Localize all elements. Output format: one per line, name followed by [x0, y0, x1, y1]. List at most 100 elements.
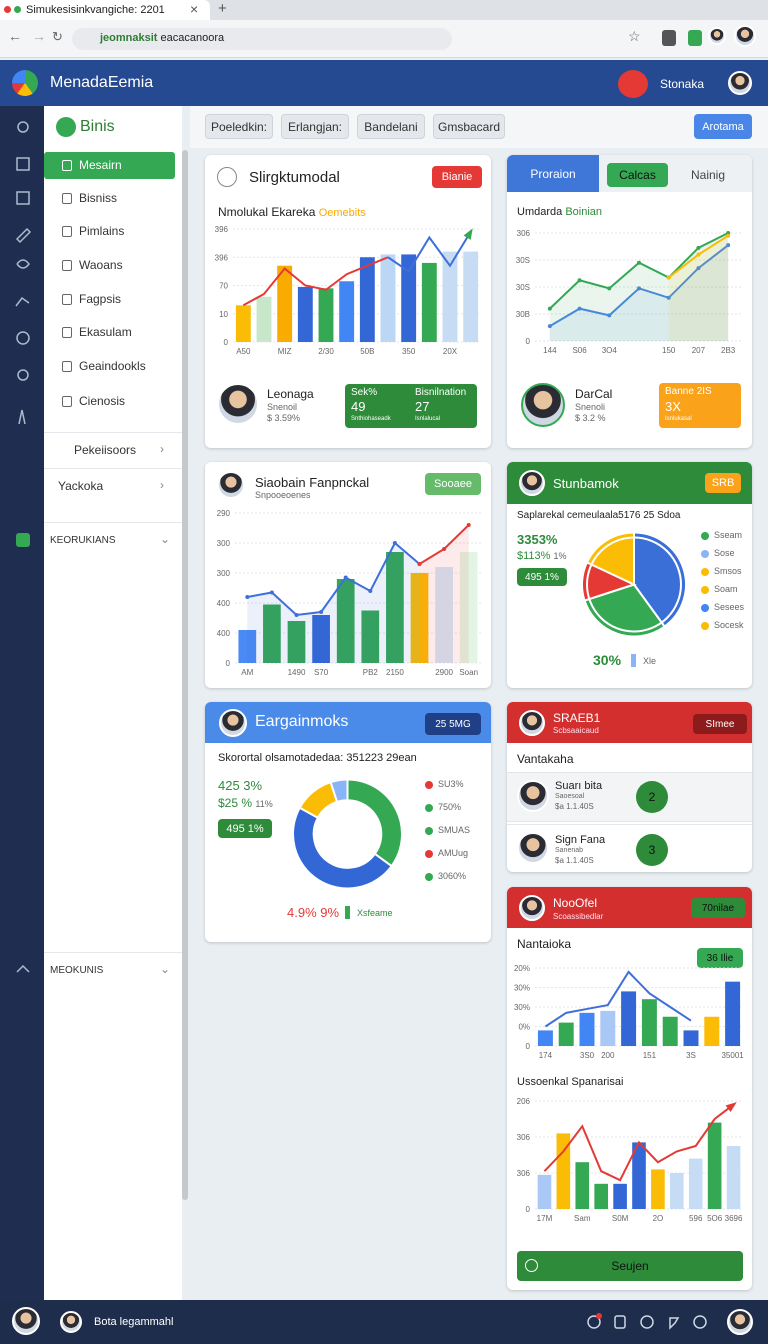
- line-area: [668, 235, 729, 341]
- bar: [651, 1169, 665, 1209]
- icon-group[interactable]: [587, 1315, 707, 1330]
- tab-active[interactable]: Proraion: [507, 155, 599, 192]
- new-tab[interactable]: +: [218, 0, 227, 17]
- sidebar-item[interactable]: Cienosis: [79, 394, 126, 408]
- badge[interactable]: 25 5MG: [425, 713, 481, 735]
- sidebar-item[interactable]: Fagpsis: [79, 292, 122, 306]
- x-tick-label: 174: [539, 1051, 553, 1060]
- x-tick-label: 150: [662, 346, 676, 355]
- profile-avatar[interactable]: [708, 27, 726, 45]
- sidebar-section[interactable]: MEOKUNIS: [50, 965, 104, 976]
- legend-label: Socesk: [714, 620, 744, 630]
- footer-marker: [345, 906, 350, 919]
- person-name: Suarı bita: [555, 780, 603, 792]
- x-tick-label: 200: [601, 1051, 615, 1060]
- legend-dot: [425, 781, 433, 789]
- scrollbar[interactable]: [182, 150, 188, 1200]
- sidebar-item[interactable]: Bisniss: [79, 191, 118, 205]
- legend-label: Sseam: [714, 530, 743, 540]
- legend-dot: [701, 550, 709, 558]
- bar: [688, 1158, 703, 1209]
- sidebar-item[interactable]: Waoans: [79, 258, 123, 272]
- forward-button[interactable]: →: [32, 28, 46, 44]
- back-button[interactable]: ←: [8, 28, 22, 44]
- subtitle: Nmolukal Ekareka: [218, 205, 316, 219]
- tab[interactable]: Nainig: [691, 168, 726, 182]
- profile-avatar[interactable]: [734, 25, 756, 47]
- rail-icon-active[interactable]: [16, 533, 30, 547]
- badge[interactable]: SRB: [705, 473, 741, 493]
- slice: [329, 778, 349, 804]
- bottom-icons: [587, 1313, 707, 1330]
- rail-icons: [15, 121, 32, 973]
- user-avatar[interactable]: [728, 71, 752, 95]
- bar: [410, 573, 429, 663]
- rail-icon-group[interactable]: [15, 121, 32, 973]
- tab-close[interactable]: ×: [190, 1, 199, 17]
- card-title: NooOfel: [553, 896, 598, 910]
- bookmark-star[interactable]: ☆: [628, 28, 641, 44]
- chevron: ›: [160, 478, 164, 492]
- tab[interactable]: [0, 0, 210, 20]
- avatar[interactable]: [12, 1307, 40, 1335]
- action-button[interactable]: Arotama: [694, 114, 752, 139]
- bar: [361, 610, 380, 663]
- reload-button[interactable]: ↻: [52, 29, 63, 44]
- tab[interactable]: Calcas: [607, 163, 668, 187]
- y-tick-label: 0: [224, 338, 229, 347]
- extension-icon[interactable]: [662, 30, 676, 46]
- filter-button[interactable]: Poeledkin:: [205, 114, 273, 139]
- slice: [585, 531, 635, 587]
- bar: [575, 1162, 590, 1209]
- bar: [435, 567, 453, 663]
- active-item-bg[interactable]: [44, 152, 175, 179]
- badge[interactable]: SImee: [693, 714, 747, 734]
- legend-dot: [701, 532, 709, 540]
- stat-note: Isnlalucal: [415, 416, 441, 422]
- url-field[interactable]: [72, 28, 452, 50]
- url-host: jeomnaksit: [100, 32, 158, 44]
- card: Proraion Calcas Nainig Umdarda Boinian 0…: [507, 155, 752, 448]
- tab-title: Simukesisinkvangiche: 2201: [26, 4, 165, 16]
- x-tick-label: 2150: [386, 668, 404, 677]
- line: [387, 231, 472, 273]
- sidebar-item[interactable]: Mesairn: [79, 158, 122, 172]
- filter-button[interactable]: Erlangjan:: [281, 114, 349, 139]
- avatar[interactable]: [60, 1311, 82, 1333]
- x-tick-label: 207: [692, 346, 706, 355]
- sidebar-icon: [62, 361, 72, 372]
- legend-label: SMUAS: [438, 825, 471, 835]
- line-point: [696, 266, 701, 271]
- line-point: [547, 306, 552, 311]
- filter-button[interactable]: Gmsbacard: [433, 114, 505, 139]
- filter-button[interactable]: Bandelani: [357, 114, 425, 139]
- badge[interactable]: Sooaee: [425, 473, 481, 495]
- badge[interactable]: 70nilae: [691, 898, 745, 918]
- sidebar-item[interactable]: Geaindookls: [79, 359, 146, 373]
- sidebar-item[interactable]: Pimlains: [79, 224, 125, 238]
- primary-button[interactable]: Seujen: [517, 1251, 743, 1281]
- legend-label: Smsos: [714, 566, 742, 576]
- legend-label: AMUug: [438, 848, 469, 858]
- person-name: Sign Fana: [555, 834, 606, 846]
- sidebar-item[interactable]: Ekasulam: [79, 325, 132, 339]
- sidebar-group[interactable]: Yackoka: [58, 479, 104, 493]
- bar: [683, 1030, 699, 1046]
- chart: 0 306 306 206 17M Sam S0M 2O 596 5O6 3696: [517, 1097, 743, 1223]
- icon-rail: [0, 106, 44, 1300]
- sidebar-section[interactable]: KEORUKIANS: [50, 535, 116, 546]
- app-name: MenadaEemia: [50, 74, 154, 91]
- extension-icon[interactable]: [688, 30, 702, 46]
- legend-dot: [701, 568, 709, 576]
- notification-icon[interactable]: [618, 70, 648, 98]
- y-tick-label: 206: [517, 1097, 531, 1106]
- avatar[interactable]: [727, 1309, 753, 1335]
- bar: [442, 251, 458, 342]
- badge[interactable]: Bianie: [432, 166, 482, 188]
- line-point: [442, 547, 447, 551]
- app-logo[interactable]: [12, 70, 38, 96]
- legend-dot: [425, 827, 433, 835]
- sub-metric-value: $25 %: [218, 796, 253, 810]
- sidebar-group[interactable]: Pekeiisoors: [74, 443, 137, 457]
- stat-value: 3X: [665, 399, 681, 414]
